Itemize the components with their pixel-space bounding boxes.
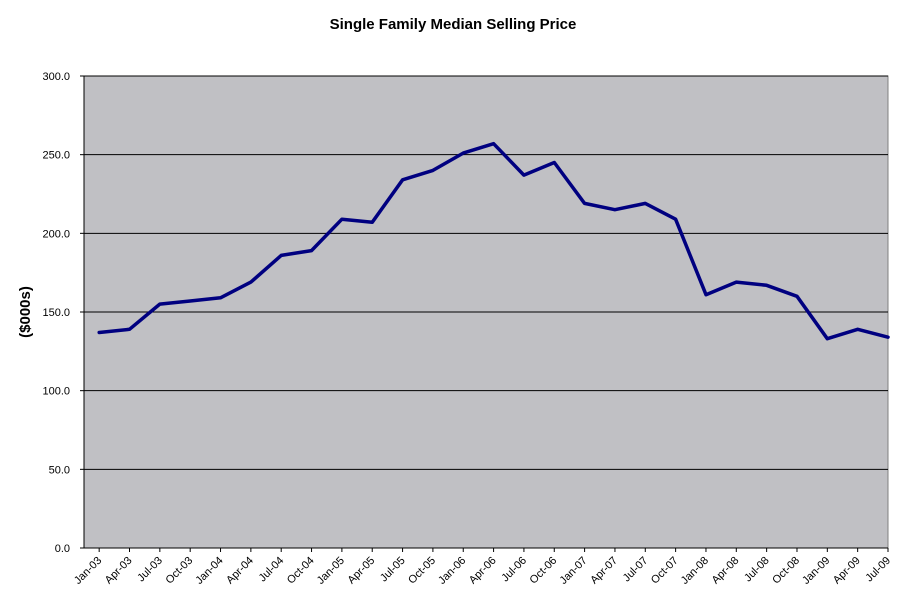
x-tick-label: Oct-06 bbox=[528, 555, 560, 587]
y-tick-label: 150.0 bbox=[42, 307, 70, 319]
data-point bbox=[311, 250, 312, 251]
data-point bbox=[129, 329, 130, 330]
chart-title: Single Family Median Selling Price bbox=[330, 16, 577, 33]
y-axis-ticks: 0.0 50.0 100.0 150.0 200.0 250.0 300.0 bbox=[42, 71, 84, 555]
x-tick-label: Oct-04 bbox=[285, 555, 317, 587]
data-point bbox=[493, 143, 494, 144]
data-point bbox=[190, 301, 191, 302]
x-tick-label: Jan-06 bbox=[436, 555, 468, 587]
y-tick-label: 100.0 bbox=[42, 386, 70, 398]
series-group bbox=[97, 141, 890, 341]
x-tick-label: Jan-08 bbox=[679, 555, 711, 587]
x-tick-label: Jul-05 bbox=[378, 555, 408, 585]
x-tick-label: Jul-07 bbox=[621, 555, 651, 585]
data-point bbox=[766, 285, 767, 286]
data-point bbox=[706, 294, 707, 295]
data-point bbox=[159, 304, 160, 305]
y-tick-label: 250.0 bbox=[42, 150, 70, 162]
y-tick-label: 50.0 bbox=[49, 464, 70, 476]
y-tick-label: 200.0 bbox=[42, 228, 70, 240]
data-point bbox=[250, 282, 251, 283]
data-point bbox=[645, 203, 646, 204]
x-tick-label: Apr-06 bbox=[467, 555, 499, 587]
x-tick-label: Apr-04 bbox=[224, 555, 256, 587]
data-point bbox=[888, 337, 889, 338]
y-tick-label: 300.0 bbox=[42, 71, 70, 83]
data-point bbox=[827, 338, 828, 339]
y-tick-label: 0.0 bbox=[55, 543, 70, 555]
data-point bbox=[372, 222, 373, 223]
x-tick-label: Apr-08 bbox=[710, 555, 742, 587]
data-point bbox=[341, 219, 342, 220]
x-tick-label: Jul-09 bbox=[863, 555, 893, 585]
data-point bbox=[554, 162, 555, 163]
data-point bbox=[736, 282, 737, 283]
data-point bbox=[402, 179, 403, 180]
x-tick-label: Apr-05 bbox=[346, 555, 378, 587]
x-tick-label: Apr-07 bbox=[588, 555, 620, 587]
data-point bbox=[584, 203, 585, 204]
x-tick-label: Oct-07 bbox=[649, 555, 681, 587]
x-tick-label: Jul-06 bbox=[499, 555, 529, 585]
data-point bbox=[857, 329, 858, 330]
y-axis-label: ($000s) bbox=[17, 286, 34, 338]
data-point bbox=[675, 219, 676, 220]
x-tick-label: Oct-03 bbox=[163, 555, 195, 587]
x-tick-label: Apr-03 bbox=[103, 555, 135, 587]
x-tick-label: Jan-07 bbox=[557, 555, 589, 587]
x-tick-label: Jul-08 bbox=[742, 555, 772, 585]
x-tick-label: Apr-09 bbox=[831, 555, 863, 587]
data-point bbox=[281, 255, 282, 256]
data-point bbox=[220, 297, 221, 298]
series-line bbox=[97, 141, 890, 341]
x-tick-label: Jan-03 bbox=[72, 555, 104, 587]
x-tick-label: Oct-05 bbox=[406, 555, 438, 587]
data-point bbox=[99, 332, 100, 333]
x-tick-label: Jan-04 bbox=[193, 555, 225, 587]
data-point bbox=[463, 153, 464, 154]
gridlines bbox=[84, 75, 888, 470]
x-tick-label: Jul-03 bbox=[135, 555, 165, 585]
x-tick-label: Jan-09 bbox=[800, 555, 832, 587]
data-point bbox=[614, 209, 615, 210]
x-tick-label: Jul-04 bbox=[257, 555, 287, 585]
data-point bbox=[797, 296, 798, 297]
data-point bbox=[523, 175, 524, 176]
x-tick-label: Oct-08 bbox=[770, 555, 802, 587]
x-tick-label: Jan-05 bbox=[315, 555, 347, 587]
data-point bbox=[432, 170, 433, 171]
